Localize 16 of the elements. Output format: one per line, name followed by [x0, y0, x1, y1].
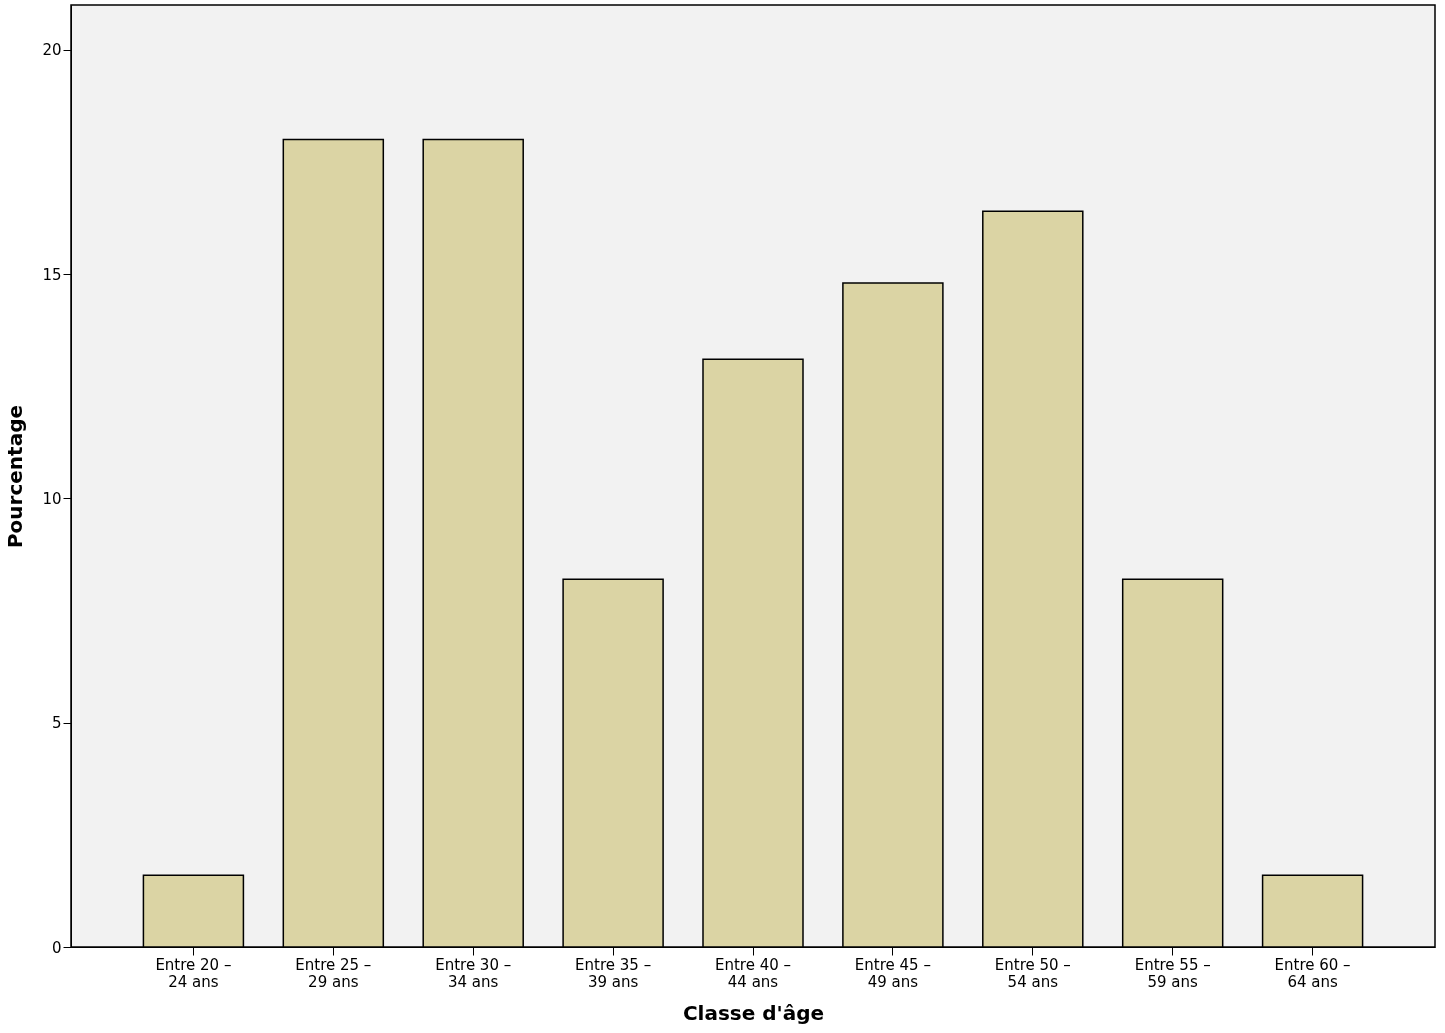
x-tick-label: Entre 25 – 29 ans: [295, 955, 372, 991]
y-tick-label: 20: [42, 41, 62, 60]
x-tick-label: Entre 35 – 39 ans: [575, 955, 652, 991]
x-tick-label: Entre 20 – 24 ans: [155, 955, 232, 991]
x-tick-label: Entre 45 – 49 ans: [854, 955, 931, 991]
y-axis-title: Pourcentage: [3, 404, 28, 549]
x-tick-label: Entre 55 – 59 ans: [1134, 955, 1211, 991]
y-tick-label: 5: [51, 714, 62, 733]
x-tick-label: Entre 60 – 64 ans: [1274, 955, 1351, 991]
y-tick-label: 15: [42, 265, 62, 284]
x-axis-title: Classe d'âge: [682, 1000, 825, 1025]
x-tick-label: Entre 50 – 54 ans: [994, 955, 1071, 991]
y-tick-label: 0: [51, 938, 62, 957]
y-tick-label: 10: [42, 489, 62, 508]
x-tick-label: Entre 40 – 44 ans: [714, 955, 792, 991]
x-tick-label: Entre 30 – 34 ans: [435, 955, 512, 991]
